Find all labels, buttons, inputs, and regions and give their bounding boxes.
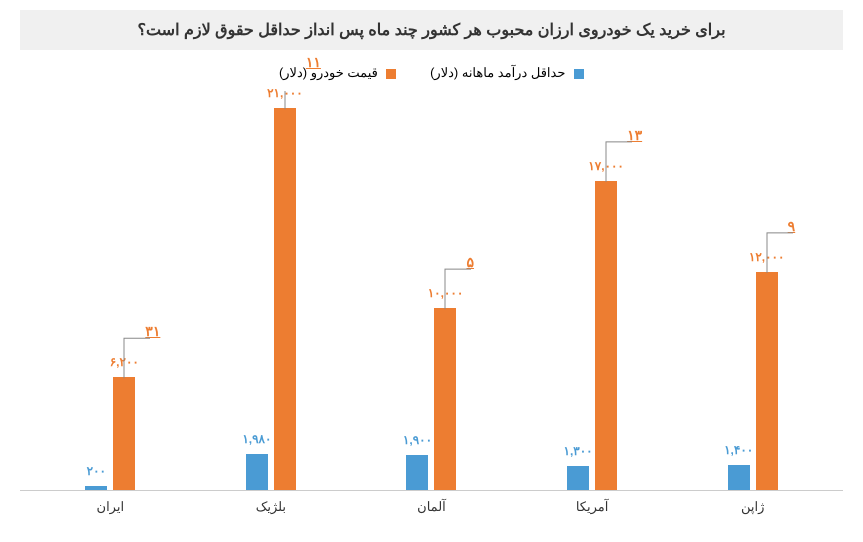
car-price-value-label: ۱۷,۰۰۰ [588,159,624,173]
x-axis-label: آلمان [351,499,511,515]
income-bar: ۲۰۰ [85,486,107,490]
months-label: ۵ [466,254,474,271]
bar-group: ۱,۹۰۰۱۰,۰۰۰۵ [351,91,511,490]
income-value-label: ۱,۳۰۰ [564,444,593,458]
legend-label-price: قیمت خودرو (دلار) [279,65,378,80]
months-label: ۹ [788,218,796,235]
income-value-label: ۱,۴۰۰ [724,443,753,457]
car-price-bar: ۱۷,۰۰۰ [595,181,617,490]
connector-line [512,91,672,491]
connector-line [191,91,351,491]
legend-label-income: حداقل درآمد ماهانه (دلار) [430,65,565,80]
months-label: ۱۳ [627,127,642,144]
legend-box-price [386,69,396,79]
x-axis-label: ایران [30,499,190,515]
connector-line [30,91,190,491]
bar-group: ۱,۹۸۰۲۱,۰۰۰۱۱ [191,91,351,490]
bar-group: ۱,۴۰۰۱۲,۰۰۰۹ [673,91,833,490]
x-axis-label: بلژیک [191,499,351,515]
chart-title: برای خرید یک خودروی ارزان محبوب هر کشور … [20,10,843,50]
car-price-value-label: ۶,۲۰۰ [110,355,139,369]
bar-group: ۱,۳۰۰۱۷,۰۰۰۱۳ [512,91,672,490]
car-price-bar: ۱۲,۰۰۰ [756,272,778,490]
legend-item-income: حداقل درآمد ماهانه (دلار) [430,65,584,81]
legend: حداقل درآمد ماهانه (دلار) قیمت خودرو (دل… [20,65,843,81]
car-price-bar: ۱۰,۰۰۰ [434,308,456,490]
income-bar: ۱,۹۸۰ [246,454,268,490]
legend-item-price: قیمت خودرو (دلار) [279,65,397,81]
x-axis-label: ژاپن [673,499,833,515]
income-value-label: ۲۰۰ [87,464,106,478]
months-label: ۱۱ [306,54,321,71]
income-bar: ۱,۳۰۰ [567,466,589,490]
x-axis-labels: ایرانبلژیکآلمانآمریکاژاپن [20,499,843,515]
bar-group: ۲۰۰ ۶,۲۰۰ ۳۱ [30,91,190,490]
car-price-bar: ۶,۲۰۰ [113,377,135,490]
x-axis-label: آمریکا [512,499,672,515]
car-price-bar: ۲۱,۰۰۰ [274,108,296,490]
months-label: ۳۱ [145,323,160,340]
chart-container: برای خرید یک خودروی ارزان محبوب هر کشور … [0,0,863,542]
income-bar: ۱,۴۰۰ [728,465,750,490]
income-value-label: ۱,۹۸۰ [242,432,271,446]
car-price-value-label: ۱۰,۰۰۰ [428,286,464,300]
connector-line [673,91,833,491]
income-value-label: ۱,۹۰۰ [403,433,432,447]
car-price-value-label: ۲۱,۰۰۰ [267,86,303,100]
legend-box-income [574,69,584,79]
plot-area: ۲۰۰۶,۲۰۰۳۱۱,۹۸۰۲۱,۰۰۰۱۱۱,۹۰۰۱۰,۰۰۰۵۱,۳۰۰… [20,91,843,491]
income-bar: ۱,۹۰۰ [406,455,428,490]
car-price-value-label: ۱۲,۰۰۰ [749,250,785,264]
